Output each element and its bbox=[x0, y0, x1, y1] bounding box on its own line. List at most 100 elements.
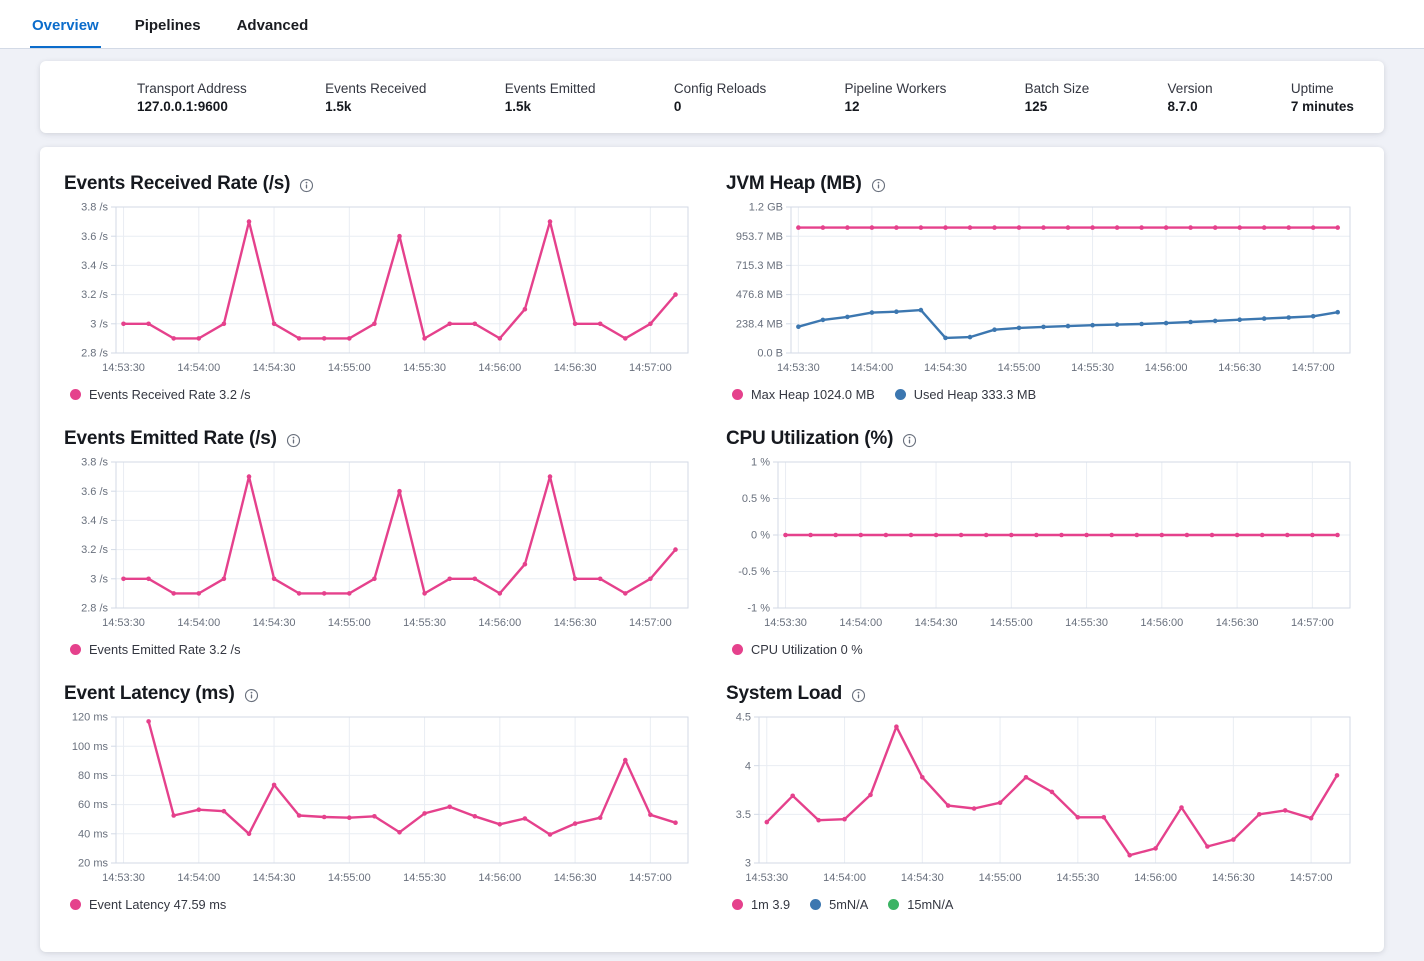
legend-dot-icon bbox=[810, 899, 822, 910]
svg-text:80 ms: 80 ms bbox=[78, 770, 108, 782]
info-icon[interactable] bbox=[299, 178, 314, 193]
stat-label: Events Emitted bbox=[504, 80, 596, 96]
node-summary-bar: Transport Address 127.0.0.1:9600 Events … bbox=[40, 61, 1384, 133]
legend-dot-icon bbox=[894, 389, 906, 400]
legend-dot-icon bbox=[70, 644, 81, 655]
svg-text:1.2 GB: 1.2 GB bbox=[749, 202, 783, 214]
legend-item-15m[interactable]: 15mN/A bbox=[888, 897, 953, 912]
legend-item-used-heap[interactable]: Used Heap 333.3 MB bbox=[894, 387, 1037, 402]
svg-text:14:53:30: 14:53:30 bbox=[745, 872, 788, 884]
svg-text:14:57:00: 14:57:00 bbox=[1291, 617, 1334, 629]
stat-value: 0 bbox=[673, 98, 682, 114]
legend-item-5m[interactable]: 5mN/A bbox=[810, 897, 868, 912]
tab-pipelines[interactable]: Pipelines bbox=[134, 17, 201, 34]
legend-label: 15mN/A bbox=[907, 897, 954, 912]
legend-item-cpu-utilization[interactable]: CPU Utilization 0 % bbox=[732, 642, 863, 657]
chart-title: Events Received Rate (/s) bbox=[64, 173, 291, 194]
svg-text:14:54:30: 14:54:30 bbox=[253, 362, 296, 374]
svg-text:14:56:00: 14:56:00 bbox=[1140, 617, 1183, 629]
svg-text:14:56:30: 14:56:30 bbox=[1218, 362, 1261, 374]
stat-value: 127.0.0.1:9600 bbox=[137, 98, 228, 114]
svg-text:14:55:00: 14:55:00 bbox=[328, 872, 371, 884]
info-icon[interactable] bbox=[244, 688, 259, 703]
chart-legend: Events Emitted Rate 3.2 /s bbox=[64, 642, 698, 657]
legend-item-events-received-rate[interactable]: Events Received Rate 3.2 /s bbox=[70, 387, 250, 402]
stat-version: Version 8.7.0 bbox=[1168, 81, 1213, 114]
svg-text:40 ms: 40 ms bbox=[78, 828, 108, 840]
legend-dot-icon bbox=[732, 644, 743, 655]
svg-text:14:53:30: 14:53:30 bbox=[102, 617, 145, 629]
legend-dot-icon bbox=[732, 899, 743, 910]
svg-text:14:56:00: 14:56:00 bbox=[1134, 872, 1177, 884]
svg-text:715.3 MB: 715.3 MB bbox=[736, 260, 783, 272]
tab-overview[interactable]: Overview bbox=[30, 3, 101, 48]
info-icon[interactable] bbox=[286, 433, 301, 448]
chart-events-received-rate: Events Received Rate (/s) 2.8 /s 3 /s 3.2 … bbox=[64, 173, 698, 402]
page-body: Transport Address 127.0.0.1:9600 Events … bbox=[0, 49, 1424, 961]
stat-pipeline-workers: Pipeline Workers 12 bbox=[845, 81, 947, 114]
system-load-plot: 3 3.5 4 4.5 14:53:30 14:54:00 14:54:30 14:55:00… bbox=[736, 712, 1351, 884]
legend-item-events-emitted-rate[interactable]: Events Emitted Rate 3.2 /s bbox=[70, 642, 241, 657]
svg-text:14:54:30: 14:54:30 bbox=[901, 872, 944, 884]
svg-text:14:57:00: 14:57:00 bbox=[1292, 362, 1335, 374]
info-icon[interactable] bbox=[902, 433, 917, 448]
stat-transport-address: Transport Address 127.0.0.1:9600 bbox=[137, 81, 247, 114]
svg-text:14:54:30: 14:54:30 bbox=[253, 617, 296, 629]
stat-label: Version bbox=[1167, 80, 1213, 96]
stat-value: 7 minutes bbox=[1290, 98, 1354, 114]
chart-legend: CPU Utilization 0 % bbox=[726, 642, 1360, 657]
svg-text:14:54:00: 14:54:00 bbox=[850, 362, 893, 374]
legend-label: 1m 3.9 bbox=[751, 897, 791, 912]
cpu-utilization-plot: -1 % -0.5 % 0 % 0.5 % 1 % 14:53:30 14:54:00 14:… bbox=[738, 457, 1351, 629]
svg-text:14:55:30: 14:55:30 bbox=[1071, 362, 1114, 374]
svg-text:60 ms: 60 ms bbox=[78, 799, 108, 811]
stat-value: 1.5k bbox=[325, 98, 352, 114]
stat-label: Batch Size bbox=[1024, 80, 1090, 96]
svg-text:14:54:00: 14:54:00 bbox=[839, 617, 882, 629]
svg-text:2.8 /s: 2.8 /s bbox=[81, 603, 108, 615]
svg-text:476.8 MB: 476.8 MB bbox=[736, 289, 783, 301]
tab-advanced[interactable]: Advanced bbox=[236, 17, 309, 34]
legend-item-event-latency[interactable]: Event Latency 47.59 ms bbox=[70, 897, 226, 912]
info-icon[interactable] bbox=[851, 688, 866, 703]
chart-events-emitted-rate: Events Emitted Rate (/s) 2.8 /s 3 /s 3.2 /… bbox=[64, 428, 698, 657]
chart-legend: Events Received Rate 3.2 /s bbox=[64, 387, 698, 402]
svg-text:953.7 MB: 953.7 MB bbox=[736, 231, 783, 243]
tab-bar: Overview Pipelines Advanced bbox=[0, 0, 1424, 49]
svg-text:14:56:30: 14:56:30 bbox=[554, 872, 597, 884]
svg-text:2.8 /s: 2.8 /s bbox=[81, 348, 108, 360]
svg-text:14:55:00: 14:55:00 bbox=[998, 362, 1041, 374]
svg-text:14:55:30: 14:55:30 bbox=[403, 617, 446, 629]
legend-dot-icon bbox=[732, 389, 743, 400]
stat-value: 1.5k bbox=[504, 98, 532, 114]
svg-text:14:56:00: 14:56:00 bbox=[478, 362, 521, 374]
svg-text:0.5 %: 0.5 % bbox=[742, 493, 770, 505]
svg-text:14:57:00: 14:57:00 bbox=[1290, 872, 1333, 884]
legend-dot-icon bbox=[888, 899, 900, 910]
svg-text:14:53:30: 14:53:30 bbox=[777, 362, 820, 374]
legend-label: Used Heap 333.3 MB bbox=[913, 387, 1037, 402]
svg-text:14:55:00: 14:55:00 bbox=[328, 362, 371, 374]
svg-text:3 /s: 3 /s bbox=[90, 318, 108, 330]
stat-label: Events Received bbox=[325, 80, 427, 96]
legend-item-1m[interactable]: 1m 3.9 bbox=[732, 897, 790, 912]
chart-title: JVM Heap (MB) bbox=[726, 173, 862, 194]
svg-text:3.4 /s: 3.4 /s bbox=[81, 260, 108, 272]
svg-text:14:56:00: 14:56:00 bbox=[478, 617, 521, 629]
svg-text:3.8 /s: 3.8 /s bbox=[81, 457, 108, 469]
svg-text:20 ms: 20 ms bbox=[78, 858, 108, 870]
legend-item-max-heap[interactable]: Max Heap 1024.0 MB bbox=[732, 387, 875, 402]
svg-text:14:56:00: 14:56:00 bbox=[1145, 362, 1188, 374]
legend-label: Events Emitted Rate 3.2 /s bbox=[89, 642, 241, 657]
chart-event-latency: Event Latency (ms) 20 ms 40 ms 60 ms 80 ms 1… bbox=[64, 683, 698, 912]
chart-jvm-heap: JVM Heap (MB) 0.0 B 238.4 MB 476.8 MB 715.3… bbox=[726, 173, 1360, 402]
svg-text:14:57:00: 14:57:00 bbox=[629, 872, 672, 884]
info-icon[interactable] bbox=[871, 178, 886, 193]
stat-events-emitted: Events Emitted 1.5k bbox=[505, 81, 596, 114]
stat-label: Transport Address bbox=[137, 80, 247, 96]
svg-text:4.5: 4.5 bbox=[736, 712, 751, 724]
svg-text:14:55:00: 14:55:00 bbox=[979, 872, 1022, 884]
svg-text:3.4 /s: 3.4 /s bbox=[81, 515, 108, 527]
stat-config-reloads: Config Reloads 0 bbox=[674, 81, 766, 114]
chart-legend: Max Heap 1024.0 MB Used Heap 333.3 MB bbox=[726, 387, 1360, 402]
